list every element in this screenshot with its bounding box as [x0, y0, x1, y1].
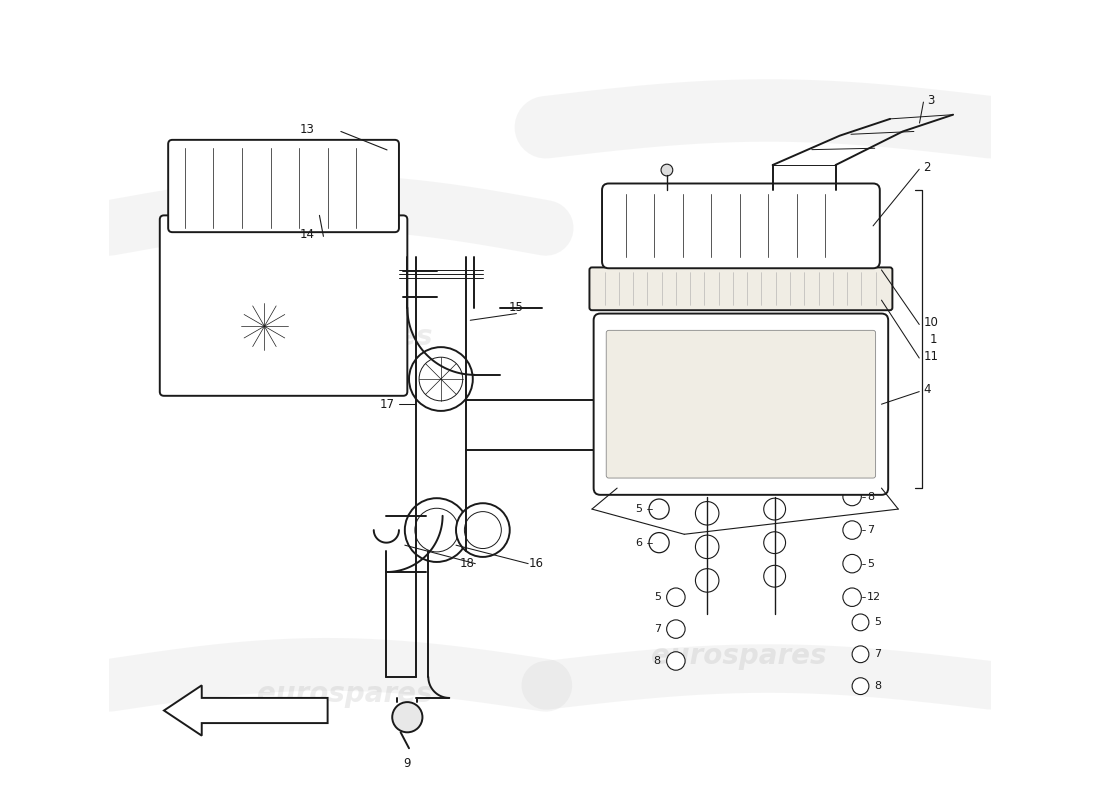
Text: 8: 8 — [873, 681, 881, 691]
Circle shape — [843, 588, 861, 606]
Text: 6: 6 — [636, 538, 642, 548]
Text: 2: 2 — [923, 161, 931, 174]
Circle shape — [843, 521, 861, 539]
Text: 10: 10 — [923, 316, 938, 330]
Circle shape — [843, 487, 861, 506]
Polygon shape — [164, 686, 328, 736]
Circle shape — [695, 569, 719, 592]
Text: 7: 7 — [867, 525, 875, 535]
Text: 11: 11 — [923, 350, 938, 363]
Circle shape — [409, 347, 473, 411]
Text: 8: 8 — [653, 656, 661, 666]
Text: 16: 16 — [529, 557, 544, 570]
Text: 15: 15 — [509, 301, 524, 314]
Circle shape — [661, 164, 673, 176]
Text: 7: 7 — [873, 650, 881, 659]
Text: 18: 18 — [460, 557, 474, 570]
Text: 5: 5 — [653, 592, 661, 602]
Text: 5: 5 — [873, 618, 881, 627]
Text: 13: 13 — [300, 123, 315, 136]
Circle shape — [695, 502, 719, 525]
Text: 4: 4 — [923, 383, 931, 397]
Text: eurospares: eurospares — [256, 323, 432, 351]
Circle shape — [379, 149, 395, 164]
FancyBboxPatch shape — [594, 314, 888, 495]
Text: 7: 7 — [653, 624, 661, 634]
Circle shape — [763, 566, 785, 587]
FancyBboxPatch shape — [606, 330, 876, 478]
Circle shape — [649, 499, 669, 519]
FancyBboxPatch shape — [590, 267, 892, 310]
Circle shape — [649, 533, 669, 553]
Text: 14: 14 — [300, 228, 315, 241]
Text: 3: 3 — [927, 94, 935, 107]
Circle shape — [393, 702, 422, 732]
Text: eurospares: eurospares — [651, 642, 826, 670]
Circle shape — [667, 652, 685, 670]
Circle shape — [405, 498, 469, 562]
Text: 17: 17 — [379, 398, 395, 410]
Circle shape — [852, 614, 869, 630]
Circle shape — [843, 554, 861, 573]
FancyBboxPatch shape — [168, 140, 399, 232]
Text: 1: 1 — [931, 333, 937, 346]
Circle shape — [695, 535, 719, 558]
Circle shape — [852, 678, 869, 694]
FancyBboxPatch shape — [160, 215, 407, 396]
Circle shape — [763, 532, 785, 554]
Text: eurospares: eurospares — [256, 680, 432, 708]
Text: 5: 5 — [636, 504, 642, 514]
FancyBboxPatch shape — [602, 183, 880, 268]
Circle shape — [763, 498, 785, 520]
Text: 12: 12 — [867, 592, 881, 602]
Text: 8: 8 — [867, 491, 875, 502]
Circle shape — [852, 646, 869, 662]
Circle shape — [667, 588, 685, 606]
Circle shape — [667, 620, 685, 638]
Text: 5: 5 — [867, 558, 875, 569]
Text: 9: 9 — [404, 757, 411, 770]
Circle shape — [456, 503, 509, 557]
Circle shape — [232, 294, 296, 358]
